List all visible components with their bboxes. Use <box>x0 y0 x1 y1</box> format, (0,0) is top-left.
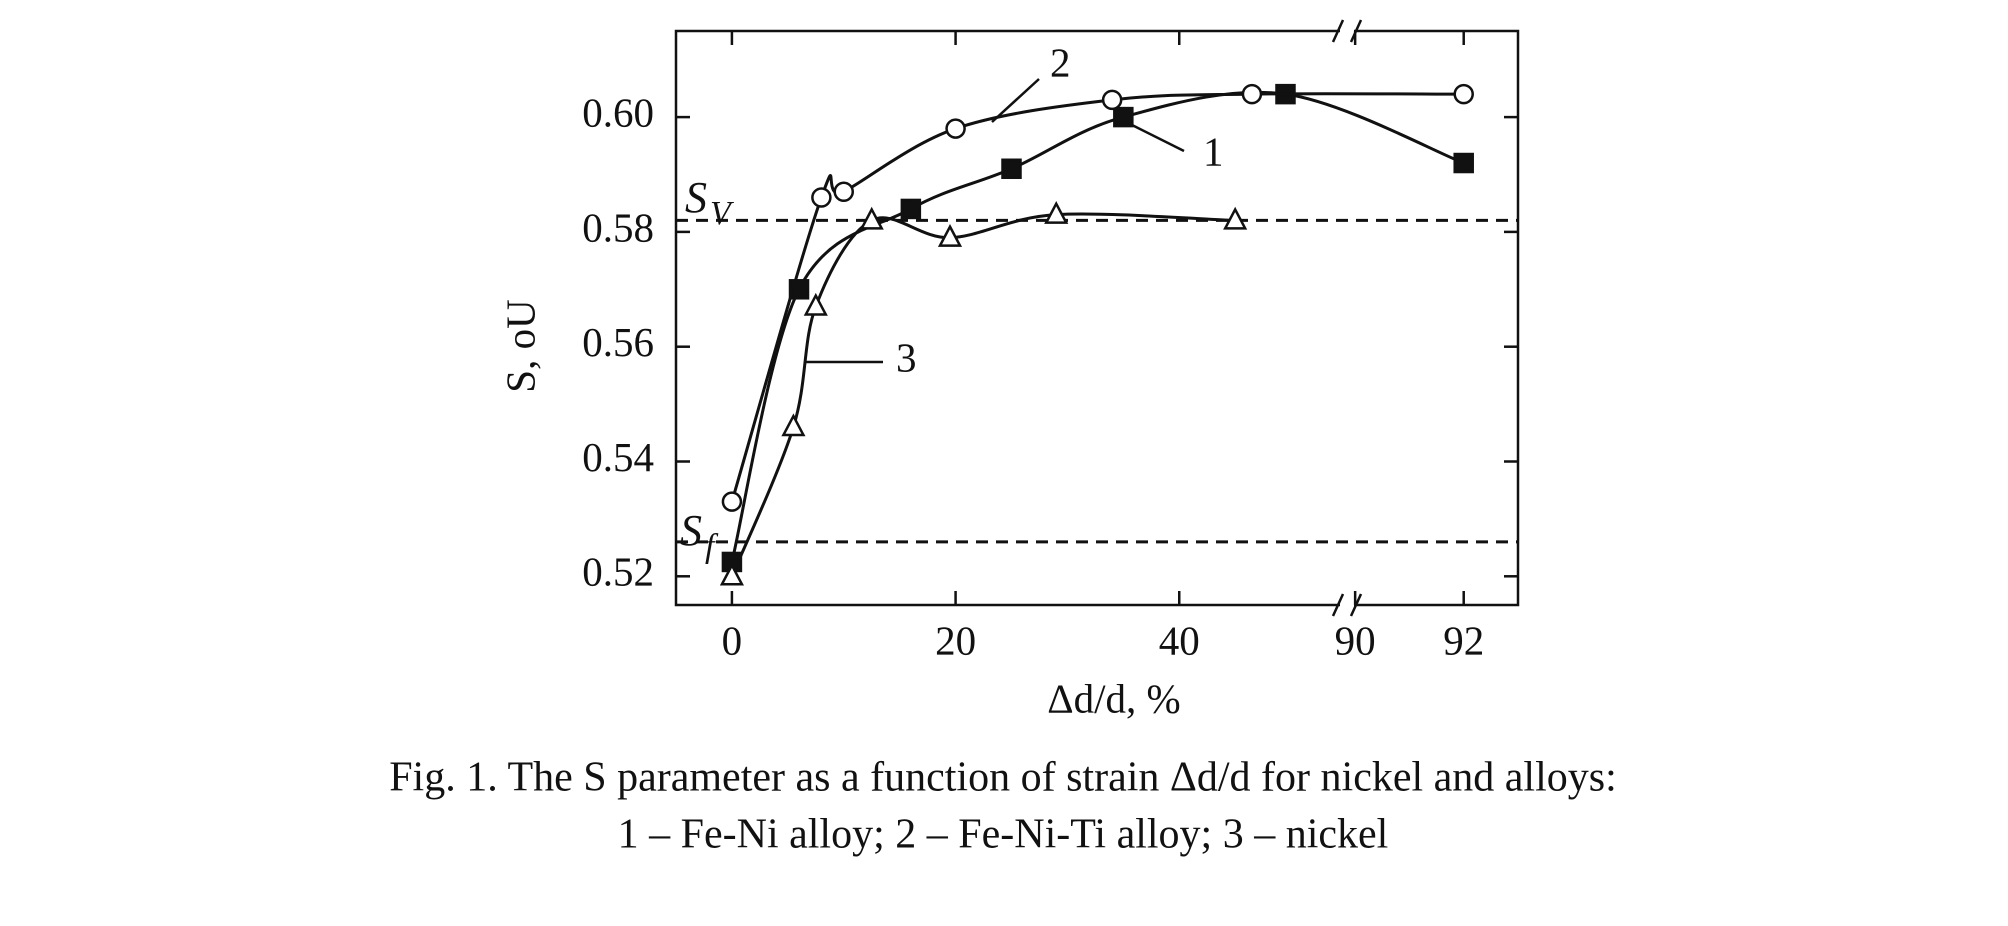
y-tick-label: 0.56 <box>582 319 654 365</box>
marker-circle <box>1453 83 1474 105</box>
reference-subscript: f <box>705 528 719 565</box>
marker-triangle <box>859 206 884 230</box>
marker-triangle <box>1044 200 1069 224</box>
marker-triangle <box>937 223 963 247</box>
series-label: 1 <box>1203 128 1224 174</box>
marker-triangle <box>781 413 806 437</box>
plot-frame <box>674 29 1520 607</box>
series-line <box>730 212 1236 577</box>
y-axis-title: S, oU <box>497 299 543 392</box>
x-axis-title: Δd/d, % <box>1047 675 1180 721</box>
axis-break-gap <box>1340 22 1354 40</box>
axis-break-mark <box>1331 593 1345 617</box>
marker-triangle <box>1223 206 1248 230</box>
y-tick-label: 0.58 <box>582 204 654 250</box>
marker-circle <box>811 187 832 208</box>
x-tick-label: 92 <box>1443 617 1484 663</box>
marker-circle <box>1241 83 1263 105</box>
marker-circle <box>1101 89 1123 111</box>
marker-circle <box>833 181 854 202</box>
series-label: 2 <box>1050 39 1071 85</box>
marker-square <box>1001 158 1022 180</box>
x-tick-label: 20 <box>935 617 976 663</box>
reference-label: S <box>680 506 702 555</box>
x-tick-label: 0 <box>722 617 743 663</box>
series-line <box>730 92 1464 503</box>
series-line <box>730 90 1465 563</box>
x-tick-label: 40 <box>1159 617 1200 663</box>
axis-break-gap <box>1340 596 1354 614</box>
caption-line: Fig. 1. The S parameter as a function of… <box>389 755 1617 801</box>
marker-triangle <box>803 292 828 316</box>
y-tick-label: 0.60 <box>582 90 654 136</box>
y-tick-label: 0.52 <box>582 549 654 595</box>
axis-break-mark <box>1331 19 1345 43</box>
y-tick-label: 0.54 <box>582 434 654 480</box>
marker-circle <box>945 118 966 139</box>
series-leader <box>991 78 1040 123</box>
series-leader <box>1125 120 1185 153</box>
marker-square <box>1453 152 1474 174</box>
x-tick-label: 90 <box>1335 617 1376 663</box>
series-label: 3 <box>896 334 917 380</box>
caption-line: 1 – Fe-Ni alloy; 2 – Fe-Ni-Ti alloy; 3 –… <box>618 812 1389 858</box>
marker-circle <box>721 491 743 512</box>
marker-square <box>900 198 922 220</box>
reference-subscript: V <box>710 195 735 232</box>
marker-triangle <box>719 562 744 586</box>
reference-label: S <box>685 173 707 222</box>
